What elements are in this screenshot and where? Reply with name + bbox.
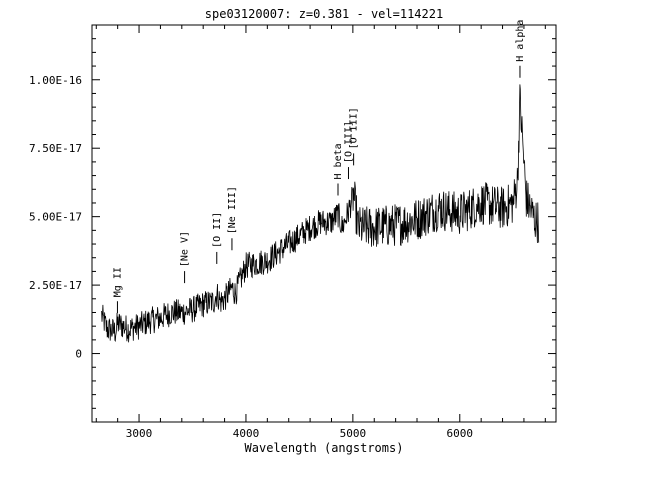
line-label: [O III] (349, 107, 360, 149)
y-tick-label: 2.50E-17 (29, 279, 82, 292)
line-label: [Ne V] (180, 231, 191, 267)
chart-title: spe03120007: z=0.381 - vel=114221 (205, 7, 443, 21)
emission-line-labels: Mg II[Ne V][O II] [Ne III]H beta [O III][O… (112, 20, 526, 314)
line-label: Mg II (112, 267, 123, 297)
y-tick-label: 0 (75, 348, 82, 361)
y-tick-label: 1.00E-16 (29, 74, 82, 87)
x-tick-label: 4000 (233, 427, 260, 440)
spectrum-line (101, 84, 540, 343)
line-label: [O III] (343, 121, 354, 163)
x-tick-label: 3000 (126, 427, 153, 440)
y-tick-label: 5.00E-17 (29, 211, 82, 224)
line-label: [Ne III] (227, 186, 238, 234)
line-label: H beta (333, 143, 344, 179)
y-axis: 0 2.50E-17 5.00E-17 7.50E-17 1.00E-16 (29, 24, 556, 409)
x-axis: 3000 4000 5000 6000 (95, 25, 546, 440)
x-axis-label: Wavelength (angstroms) (245, 441, 404, 455)
line-label: [O II] (212, 212, 223, 248)
line-label: H alpha (515, 20, 526, 62)
x-tick-label: 5000 (340, 427, 367, 440)
y-tick-label: 7.50E-17 (29, 142, 82, 155)
x-tick-label: 6000 (447, 427, 474, 440)
plot-frame (91, 24, 557, 423)
